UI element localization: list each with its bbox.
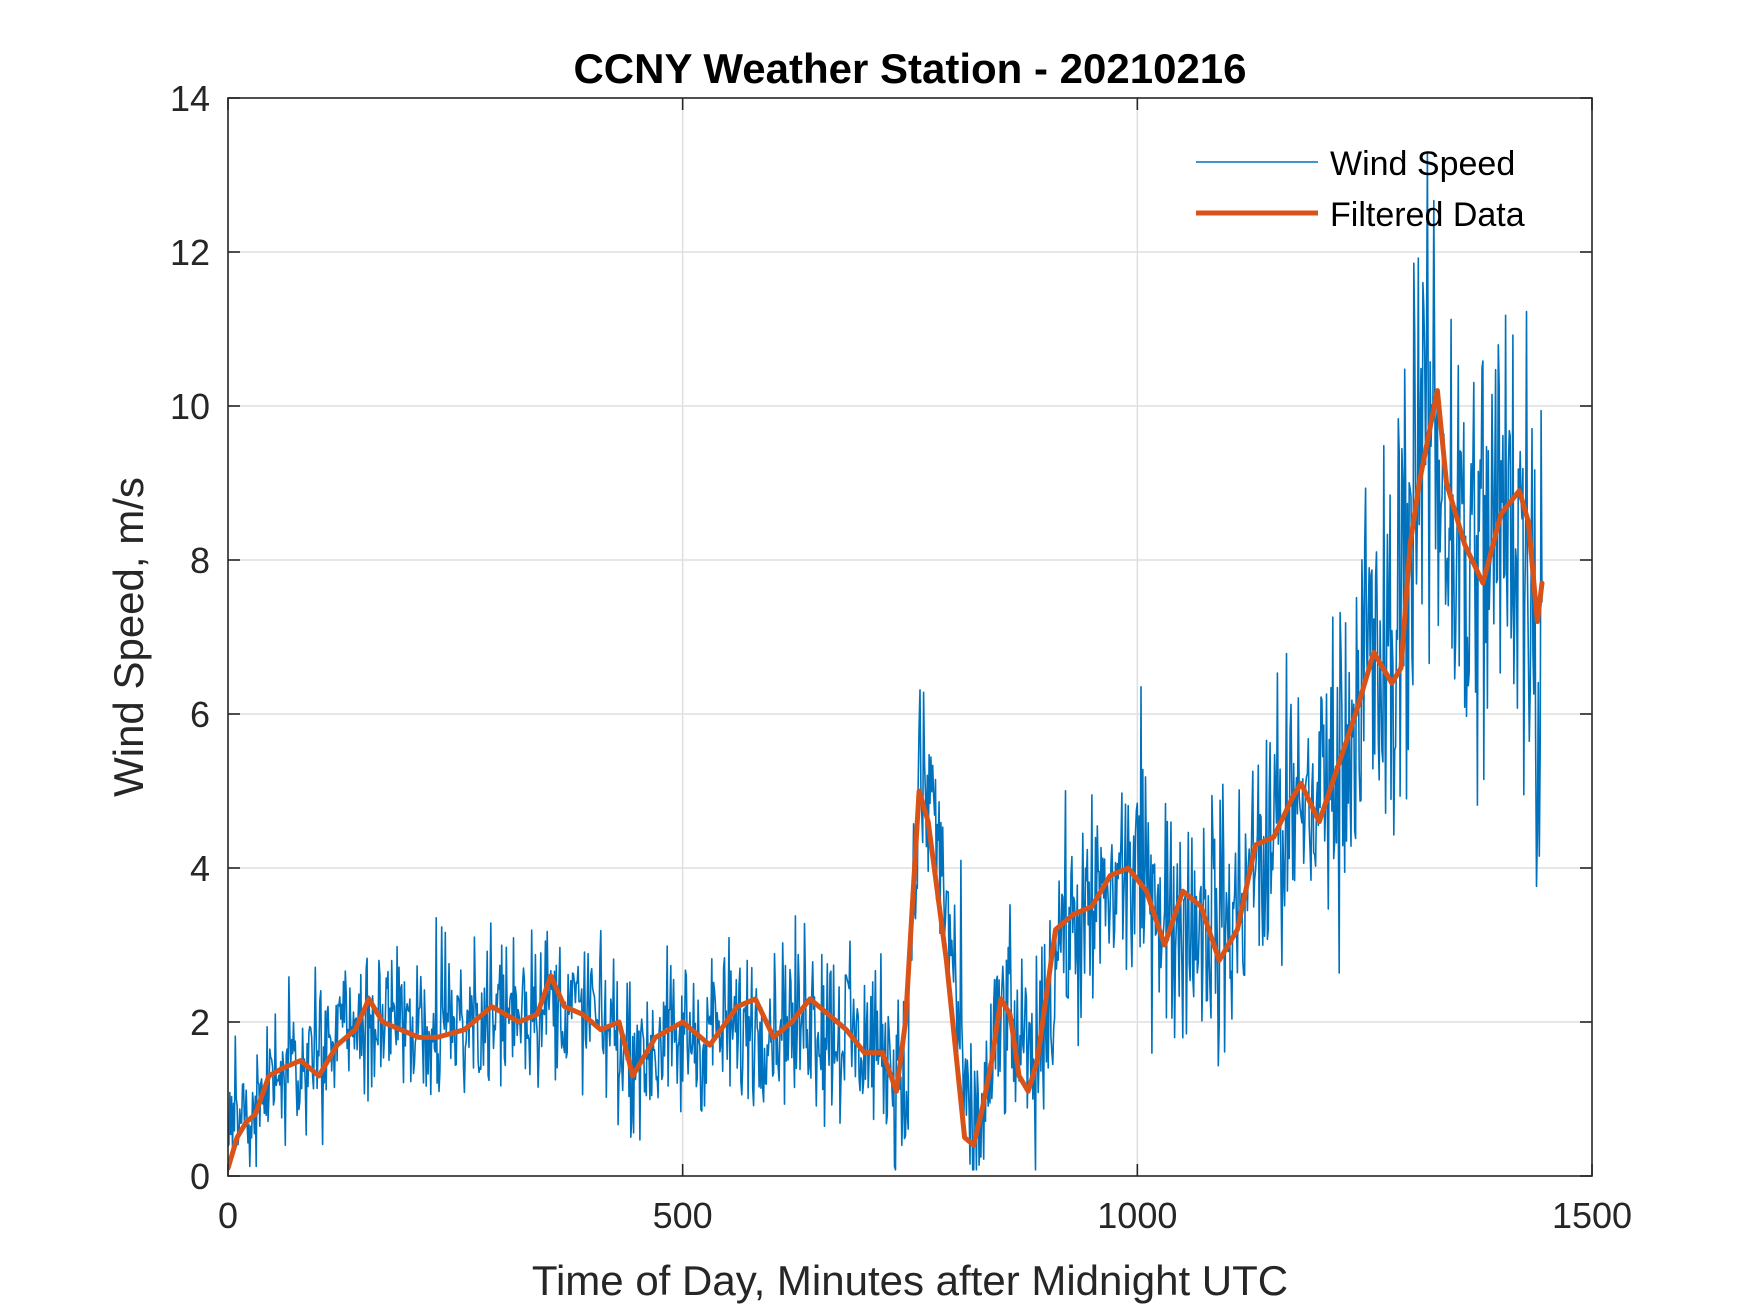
y-tick-label: 14: [170, 78, 210, 119]
x-tick-label: 500: [653, 1195, 713, 1236]
axes-box: [227, 97, 1593, 1177]
y-tick-label: 12: [170, 232, 210, 273]
chart-title: CCNY Weather Station - 20210216: [573, 45, 1246, 92]
axis-ticks: 0 500 1000 1500 0 2 4 6 8 10 12 14: [170, 78, 1632, 1236]
legend-label-wind-speed: Wind Speed: [1330, 145, 1515, 183]
legend-label-filtered-data: Filtered Data: [1330, 196, 1525, 234]
y-tick-label: 10: [170, 386, 210, 427]
y-tick-label: 2: [190, 1002, 210, 1043]
x-axis-label: Time of Day, Minutes after Midnight UTC: [532, 1257, 1288, 1304]
y-tick-label: 8: [190, 540, 210, 581]
y-tick-label: 0: [190, 1156, 210, 1197]
filtered-data-series-line: [228, 388, 1545, 1171]
x-tick-label: 0: [218, 1195, 238, 1236]
x-tick-label: 1500: [1552, 1195, 1632, 1236]
grid-lines: [228, 98, 1592, 1176]
y-tick-label: 6: [190, 694, 210, 735]
y-axis-label: Wind Speed, m/s: [105, 477, 152, 797]
y-tick-label: 4: [190, 848, 210, 889]
legend: Wind Speed Filtered Data: [1196, 145, 1525, 234]
wind-speed-series-line: [228, 151, 1543, 1171]
x-tick-label: 1000: [1097, 1195, 1177, 1236]
